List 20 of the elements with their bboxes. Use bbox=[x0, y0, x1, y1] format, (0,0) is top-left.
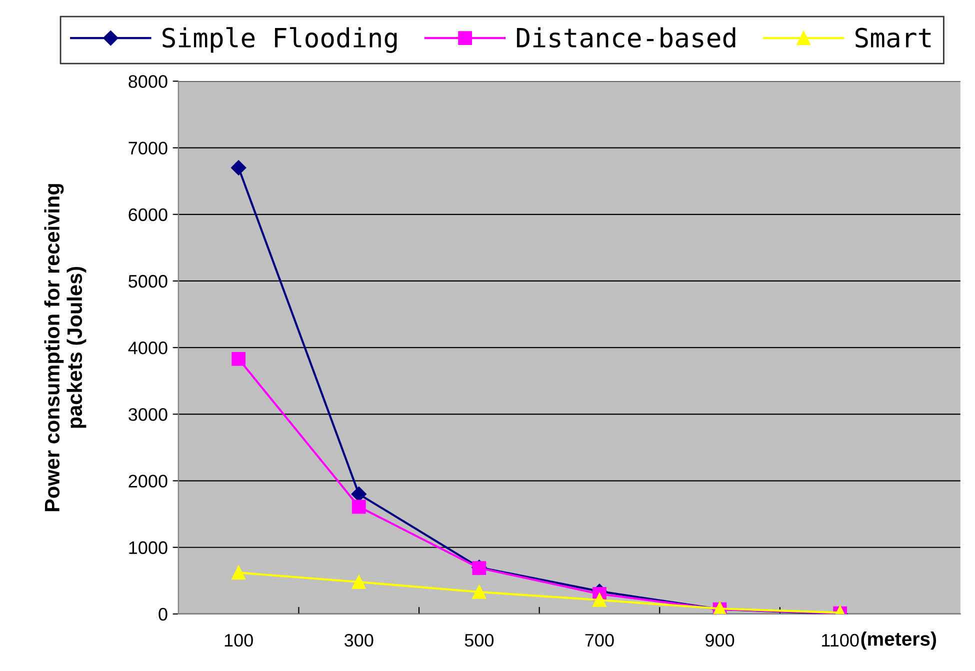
y-tick-label: 2000 bbox=[128, 474, 168, 488]
y-tick-label: 6000 bbox=[128, 208, 168, 222]
legend-label: Smart bbox=[856, 28, 931, 48]
y-tick-label: 1000 bbox=[129, 541, 168, 554]
legend-label: Distance-based bbox=[516, 27, 736, 48]
y-tick-label: 0 bbox=[158, 608, 168, 621]
y-axis-title: Power consumption for receiving packets (Joules) bbox=[44, 184, 86, 512]
legend-label: Simple Flooding bbox=[162, 27, 397, 53]
x-tick-label: 300 bbox=[344, 634, 374, 647]
y-tick-label: 4000 bbox=[128, 342, 168, 354]
y-tick-label: 5000 bbox=[128, 274, 168, 288]
x-tick-label: 900 bbox=[706, 634, 734, 647]
y-tick-label: 8000 bbox=[128, 75, 168, 88]
x-tick-label: 1100 bbox=[822, 634, 859, 647]
x-tick-label: 100 bbox=[224, 634, 253, 647]
x-tick-label: 700 bbox=[585, 634, 614, 647]
y-tick-label: 7000 bbox=[128, 142, 168, 155]
y-tick-label: 3000 bbox=[128, 408, 168, 421]
x-tick-label: 500 bbox=[464, 634, 494, 647]
x-axis-title: (meters) bbox=[861, 632, 936, 650]
